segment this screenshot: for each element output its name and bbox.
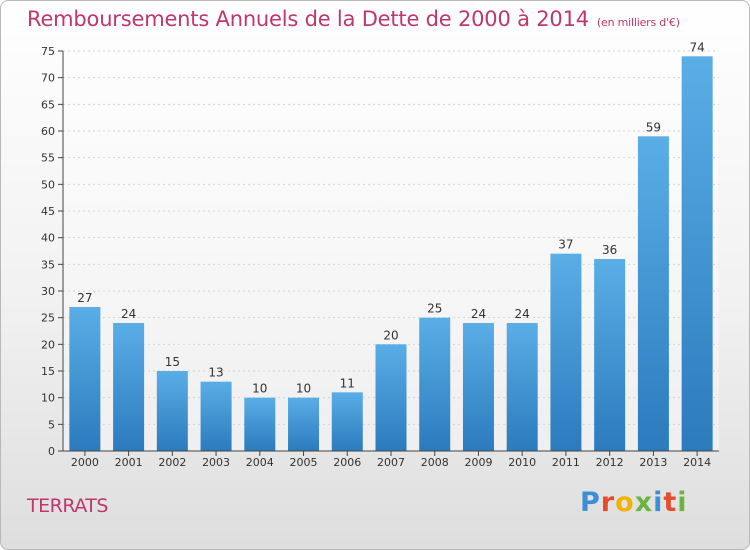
- data-label: 36: [602, 243, 617, 257]
- logo-letter: P: [580, 487, 601, 518]
- y-tick-label: 5: [48, 418, 55, 431]
- logo-letter: i: [653, 487, 664, 518]
- x-tick-label: 2005: [290, 456, 318, 469]
- y-tick-label: 30: [41, 285, 55, 298]
- data-label: 37: [558, 238, 573, 252]
- bar: [462, 323, 494, 451]
- chart-title: Remboursements Annuels de la Dette de 20…: [27, 7, 680, 31]
- x-tick-label: 2014: [683, 456, 711, 469]
- proxiti-logo: Proxiti: [580, 487, 688, 518]
- logo-letter: t: [663, 487, 678, 518]
- data-label: 20: [383, 328, 398, 342]
- bar: [331, 392, 363, 451]
- logo-letter: i: [677, 487, 688, 518]
- x-tick-label: 2002: [158, 456, 186, 469]
- logo-letter: x: [634, 487, 654, 518]
- y-tick-label: 50: [41, 178, 55, 191]
- data-label: 24: [471, 307, 486, 321]
- y-tick-label: 55: [41, 152, 55, 165]
- data-label: 24: [121, 307, 136, 321]
- x-tick-label: 2013: [639, 456, 667, 469]
- y-tick-label: 40: [41, 232, 55, 245]
- commune-name: TERRATS: [27, 495, 108, 517]
- x-tick-label: 2001: [115, 456, 143, 469]
- x-tick-label: 2011: [552, 456, 580, 469]
- x-tick-label: 2008: [421, 456, 449, 469]
- y-tick-label: 20: [41, 338, 55, 351]
- chart-subtitle: (en milliers d'€): [596, 16, 680, 29]
- bar: [594, 259, 626, 451]
- y-tick-label: 60: [41, 125, 55, 138]
- data-label: 10: [252, 382, 267, 396]
- logo-letter: o: [615, 487, 635, 518]
- bar: [375, 344, 407, 451]
- bar: [506, 323, 538, 451]
- data-label: 74: [689, 40, 704, 54]
- bar: [156, 371, 188, 451]
- bar: [113, 323, 145, 451]
- bar: [200, 381, 232, 451]
- y-tick-label: 15: [41, 365, 55, 378]
- y-tick-label: 10: [41, 392, 55, 405]
- logo-letter: r: [600, 487, 616, 518]
- y-tick-label: 45: [41, 205, 55, 218]
- y-tick-label: 70: [41, 72, 55, 85]
- x-tick-label: 2007: [377, 456, 405, 469]
- x-tick-label: 2004: [246, 456, 274, 469]
- data-label: 27: [77, 291, 92, 305]
- data-label: 24: [515, 307, 530, 321]
- x-tick-label: 2003: [202, 456, 230, 469]
- x-tick-label: 2012: [596, 456, 624, 469]
- data-label: 13: [208, 366, 223, 380]
- x-tick-label: 2000: [71, 456, 99, 469]
- bar: [244, 397, 276, 451]
- y-tick-label: 75: [41, 45, 55, 58]
- data-label: 15: [165, 355, 180, 369]
- bar: [419, 317, 451, 451]
- data-label: 25: [427, 302, 442, 316]
- bar: [637, 136, 669, 452]
- data-label: 59: [646, 120, 661, 134]
- bar: [288, 397, 320, 451]
- y-tick-label: 0: [48, 445, 55, 458]
- y-tick-label: 25: [41, 312, 55, 325]
- bar: [69, 307, 101, 451]
- y-tick-label: 35: [41, 258, 55, 271]
- x-tick-label: 2010: [508, 456, 536, 469]
- chart-title-text: Remboursements Annuels de la Dette de 20…: [27, 7, 589, 31]
- data-label: 11: [340, 376, 355, 390]
- y-tick-label: 65: [41, 98, 55, 111]
- bar: [681, 56, 713, 451]
- bar: [550, 253, 582, 451]
- x-tick-label: 2009: [464, 456, 492, 469]
- x-tick-label: 2006: [333, 456, 361, 469]
- data-label: 10: [296, 382, 311, 396]
